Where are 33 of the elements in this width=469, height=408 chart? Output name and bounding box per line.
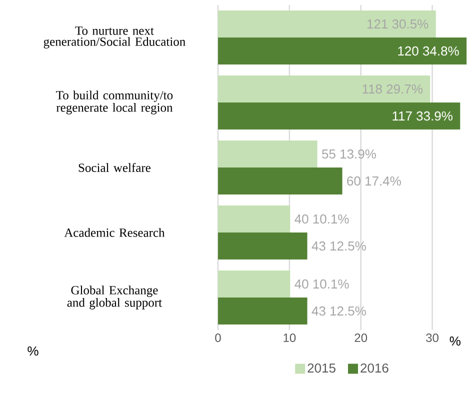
- bar: [218, 102, 460, 130]
- data-label: 55 13.9%: [322, 149, 376, 159]
- y-tick-label: Social welfare: [78, 163, 150, 172]
- x-axis-title: %: [450, 336, 460, 346]
- y-tick-label: To build community/to regenerate local region: [56, 90, 173, 114]
- text: %: [28, 346, 38, 356]
- data-label: 43 12.5%: [312, 241, 366, 251]
- data-label: 43 12.5%: [312, 306, 366, 316]
- y-tick-label: Academic Research: [64, 228, 165, 237]
- bar: [218, 270, 290, 298]
- y-tick-label: To nurture next generation/Social Education: [44, 26, 186, 48]
- data-label: 117 33.9%: [392, 111, 452, 121]
- legend-label: 2015: [308, 363, 336, 373]
- x-tick-label: 30: [426, 334, 438, 342]
- bar: [218, 168, 342, 195]
- data-label: 121 30.5%: [367, 19, 428, 29]
- bar: [218, 298, 308, 325]
- bar: [218, 232, 308, 260]
- bar: [218, 38, 467, 65]
- bar: [218, 206, 290, 233]
- x-tick-label: 20: [354, 334, 368, 342]
- x-tick-label: 0: [215, 334, 221, 342]
- data-label: 118 29.7%: [362, 84, 422, 94]
- y-tick-label: Global Exchange and global support: [67, 286, 162, 310]
- x-tick-label: 10: [284, 334, 296, 342]
- data-label: 40 10.1%: [294, 214, 349, 224]
- data-label: 60 17.4%: [347, 176, 401, 186]
- bar: [218, 140, 318, 168]
- bar: [218, 76, 430, 103]
- legend-label: 2016: [360, 363, 388, 373]
- bar: [218, 10, 436, 38]
- data-label: 120 34.8%: [398, 46, 459, 56]
- data-label: 40 10.1%: [294, 279, 349, 289]
